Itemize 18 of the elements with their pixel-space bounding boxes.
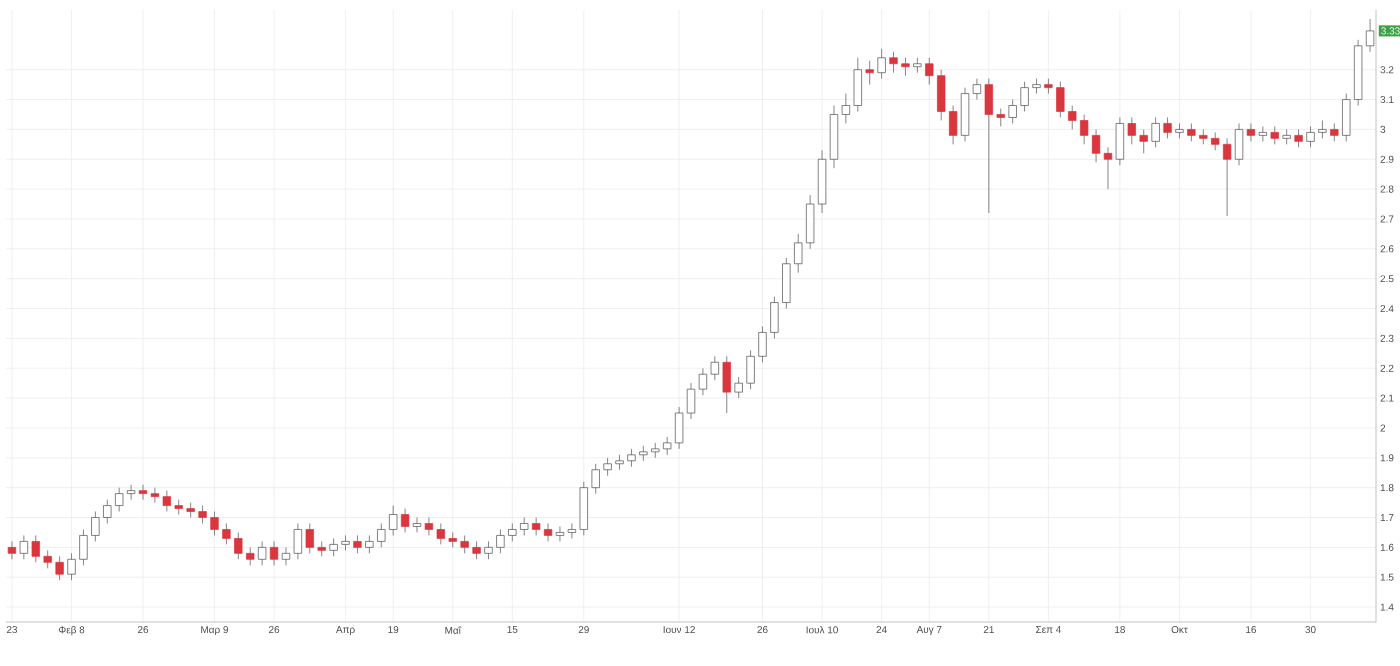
candlestick [269,540,279,566]
candlestick [1115,117,1125,166]
candlestick [1258,126,1268,142]
candlestick [1282,129,1291,145]
candlestick [1246,123,1256,142]
candlestick [877,48,886,80]
candlestick [1234,123,1244,166]
candlestick [1175,123,1184,139]
candlestick [722,355,731,414]
candlestick [412,517,422,533]
candlestick [400,508,410,533]
candlestick [865,60,874,86]
candlestick [1151,117,1160,148]
candlestick [913,57,922,74]
candlestick [1163,117,1172,139]
candlestick [19,535,29,560]
candlestick [257,540,267,566]
candlestick [7,540,17,560]
